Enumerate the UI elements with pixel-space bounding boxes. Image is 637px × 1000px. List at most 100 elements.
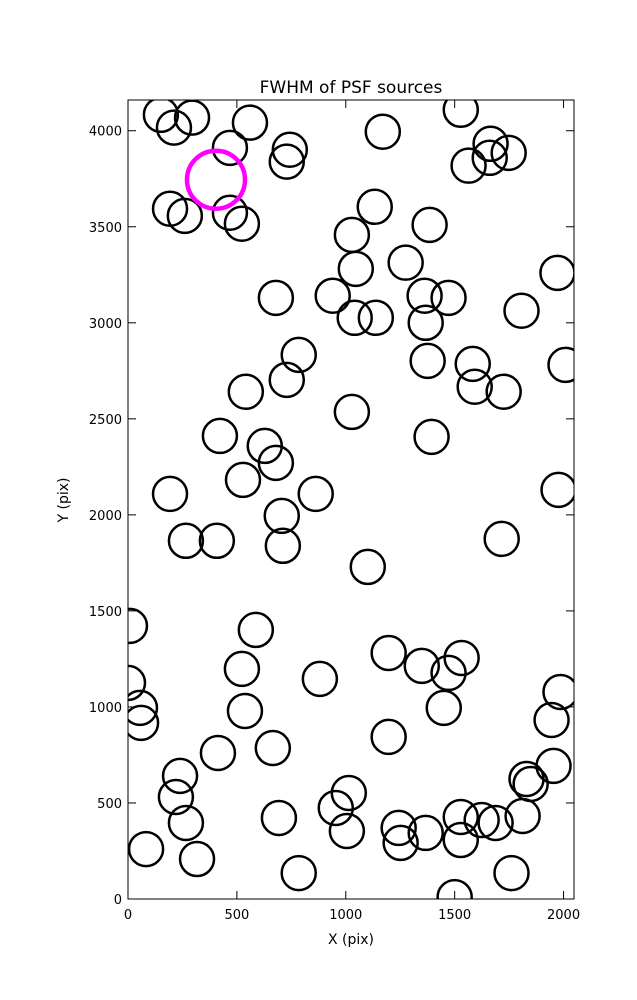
- source-marker: [155, 109, 193, 146]
- source-marker: [370, 634, 407, 672]
- source-marker: [357, 299, 395, 337]
- source-marker: [128, 689, 159, 727]
- source-marker: [211, 129, 249, 167]
- source-marker: [223, 650, 261, 688]
- axes-frame: [127, 99, 575, 900]
- source-marker: [364, 113, 402, 150]
- source-marker: [356, 188, 393, 226]
- y-tick-label: 1000: [89, 701, 122, 716]
- chart-title: FWHM of PSF sources: [260, 78, 443, 98]
- source-marker: [370, 718, 407, 756]
- source-marker: [237, 611, 275, 649]
- source-marker: [227, 373, 265, 411]
- source-marker: [128, 704, 160, 742]
- source-marker: [167, 804, 205, 842]
- source-marker: [407, 304, 444, 342]
- source-marker: [297, 475, 334, 513]
- source-marker: [472, 125, 509, 163]
- source-marker: [167, 522, 205, 560]
- source-marker: [337, 250, 375, 288]
- source-marker: [430, 279, 467, 317]
- source-marker: [471, 139, 508, 177]
- source-marker: [485, 373, 522, 411]
- source-marker: [314, 277, 351, 314]
- source-marker: [211, 194, 249, 231]
- x-tick-label: 1500: [438, 908, 471, 923]
- source-marker: [512, 765, 549, 803]
- source-marker: [224, 461, 262, 499]
- y-tick-label: 4000: [89, 125, 122, 140]
- source-marker: [333, 216, 371, 254]
- y-tick-label: 3500: [89, 221, 122, 236]
- y-tick-label: 500: [97, 797, 122, 812]
- source-marker: [173, 100, 211, 136]
- source-marker: [463, 801, 500, 839]
- source-marker: [503, 292, 540, 329]
- x-tick-label: 0: [124, 908, 132, 923]
- source-marker: [231, 104, 269, 141]
- source-marker: [223, 205, 261, 242]
- source-marker: [254, 729, 292, 767]
- source-marker: [157, 778, 195, 816]
- source-marker: [442, 821, 480, 859]
- source-marker: [317, 789, 355, 827]
- source-marker: [450, 147, 487, 184]
- source-marker: [271, 131, 309, 168]
- source-marker: [456, 368, 493, 406]
- x-axis-label: X (pix): [328, 932, 374, 948]
- x-tick-label: 1000: [329, 908, 362, 923]
- source-marker: [442, 100, 480, 129]
- source-marker: [198, 522, 236, 560]
- source-marker: [142, 100, 180, 134]
- source-marker: [128, 664, 147, 702]
- y-tick-label: 0: [114, 893, 122, 908]
- source-marker: [199, 734, 237, 772]
- source-marker: [535, 747, 572, 785]
- source-marker: [411, 206, 448, 244]
- source-marker: [328, 812, 366, 850]
- source-marker: [380, 809, 417, 847]
- source-marker: [382, 824, 419, 862]
- y-tick-label: 1500: [89, 605, 122, 620]
- source-marker: [226, 692, 264, 730]
- source-marker: [477, 804, 514, 842]
- source-marker: [166, 197, 204, 235]
- source-marker: [128, 607, 149, 645]
- source-marker: [268, 143, 306, 180]
- source-marker: [161, 757, 199, 795]
- source-marker: [443, 639, 480, 677]
- source-marker: [257, 444, 295, 482]
- source-marker: [539, 254, 574, 292]
- source-marker: [330, 774, 368, 812]
- source-marker: [430, 654, 467, 692]
- x-tick-label: 2000: [547, 908, 580, 923]
- x-tick-label: 500: [224, 908, 249, 923]
- source-marker: [436, 878, 473, 899]
- source-marker: [151, 475, 189, 513]
- source-marker: [201, 417, 239, 455]
- source-marker: [413, 418, 450, 456]
- source-marker: [333, 393, 371, 431]
- source-marker: [540, 471, 574, 509]
- source-marker: [336, 299, 373, 337]
- source-marker: [425, 689, 463, 727]
- source-marker: [301, 660, 339, 698]
- source-marker: [533, 701, 570, 739]
- source-marker: [547, 346, 574, 384]
- source-marker: [409, 342, 446, 380]
- source-marker: [280, 854, 317, 892]
- source-marker: [483, 520, 520, 558]
- source-marker: [268, 361, 306, 399]
- source-marker: [263, 497, 300, 535]
- source-marker: [280, 336, 317, 374]
- source-marker: [260, 799, 298, 837]
- y-axis-label: Y (pix): [56, 478, 72, 524]
- y-tick-label: 3000: [89, 317, 122, 332]
- source-marker: [542, 673, 574, 711]
- source-marker: [406, 277, 443, 314]
- source-marker: [257, 279, 295, 317]
- y-tick-label: 2000: [89, 509, 122, 524]
- source-marker: [442, 798, 480, 836]
- source-marker: [454, 345, 491, 383]
